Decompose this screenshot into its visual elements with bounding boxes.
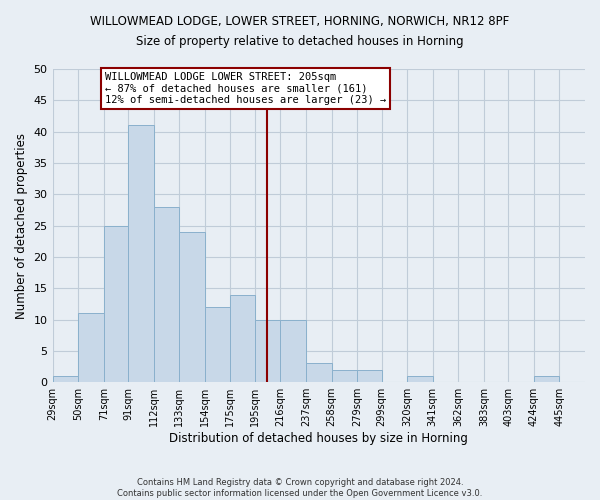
Y-axis label: Number of detached properties: Number of detached properties: [15, 132, 28, 318]
Bar: [78, 314, 104, 382]
Bar: [154, 207, 179, 382]
Text: WILLOWMEAD LODGE LOWER STREET: 205sqm
← 87% of detached houses are smaller (161): WILLOWMEAD LODGE LOWER STREET: 205sqm ← …: [105, 72, 386, 106]
Bar: [53, 376, 78, 382]
Bar: [104, 226, 128, 382]
Bar: [255, 320, 280, 382]
Text: Size of property relative to detached houses in Horning: Size of property relative to detached ho…: [136, 35, 464, 48]
Bar: [306, 364, 332, 382]
Bar: [128, 126, 154, 382]
Bar: [407, 376, 433, 382]
Bar: [179, 232, 205, 382]
Bar: [332, 370, 357, 382]
Bar: [357, 370, 382, 382]
Bar: [230, 294, 255, 382]
Bar: [534, 376, 559, 382]
Text: WILLOWMEAD LODGE, LOWER STREET, HORNING, NORWICH, NR12 8PF: WILLOWMEAD LODGE, LOWER STREET, HORNING,…: [91, 15, 509, 28]
Bar: [205, 307, 230, 382]
X-axis label: Distribution of detached houses by size in Horning: Distribution of detached houses by size …: [169, 432, 468, 445]
Bar: [280, 320, 306, 382]
Text: Contains HM Land Registry data © Crown copyright and database right 2024.
Contai: Contains HM Land Registry data © Crown c…: [118, 478, 482, 498]
